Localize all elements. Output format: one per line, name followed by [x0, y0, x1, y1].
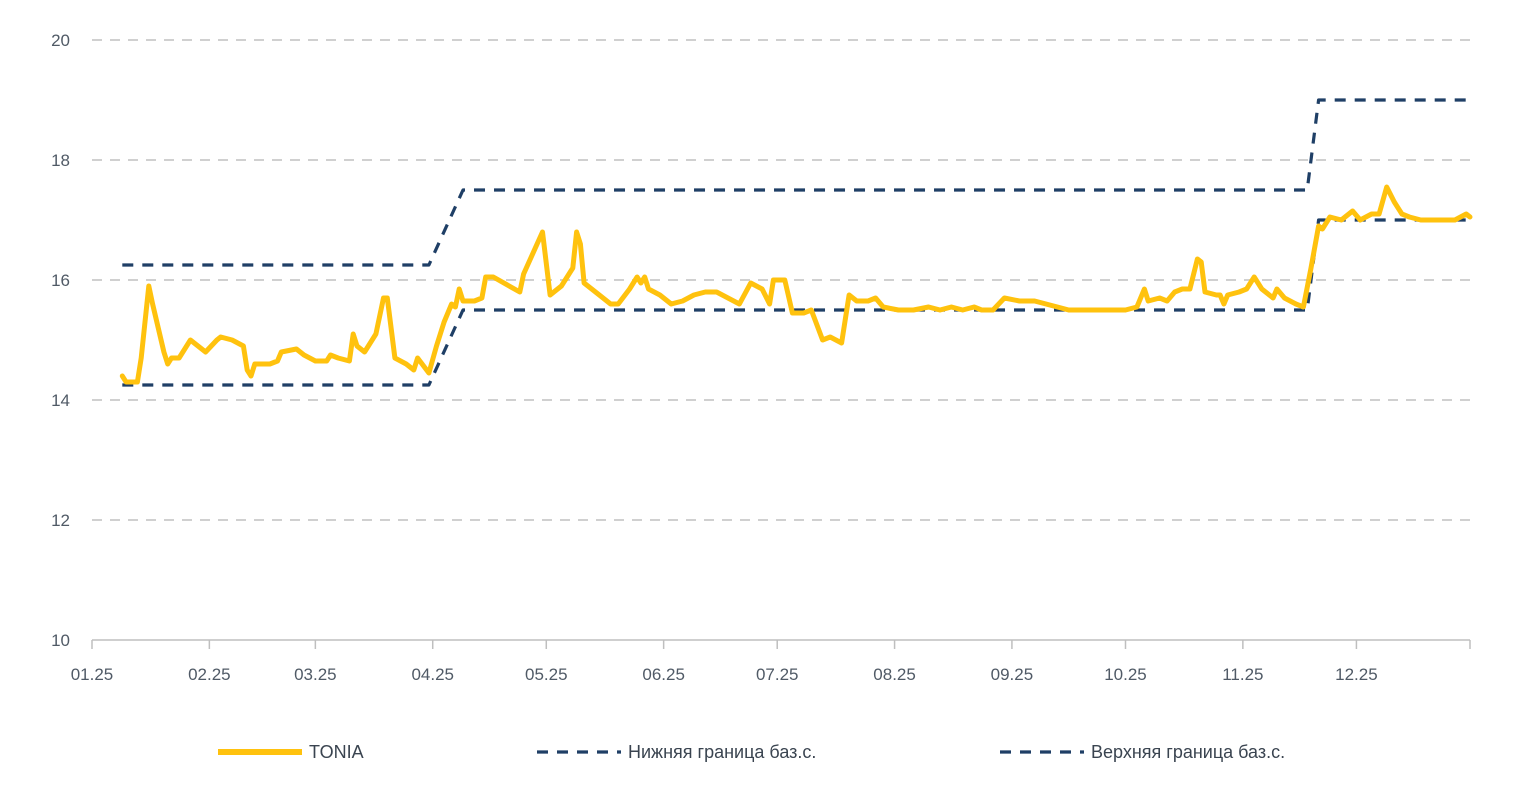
series-lines	[119, 98, 1473, 387]
legend-label-2: Верхняя граница баз.с.	[1091, 742, 1285, 762]
x-tick-label-03.25: 03.25	[294, 665, 337, 684]
legend: TONIA Нижняя граница баз.с. Верхняя границ…	[218, 742, 1285, 762]
legend-label-1: Нижняя граница баз.с.	[628, 742, 816, 762]
tick-labels: 10 12 14 16 18 20 01.25 02.25 03.25 04.25 05.25 06.…	[51, 31, 1378, 684]
x-tick-label-04.25: 04.25	[411, 665, 454, 684]
y-tick-label-10: 10	[51, 631, 70, 650]
y-tick-label-18: 18	[51, 151, 70, 170]
series-line-2	[122, 98, 1470, 267]
x-tick-label-10.25: 10.25	[1104, 665, 1147, 684]
x-tick-label-07.25: 07.25	[756, 665, 799, 684]
x-tick-label-02.25: 02.25	[188, 665, 231, 684]
series-line-0	[119, 184, 1473, 385]
x-tick-label-06.25: 06.25	[642, 665, 685, 684]
x-tick-label-11.25: 11.25	[1222, 665, 1263, 684]
x-tick-label-01.25: 01.25	[71, 665, 114, 684]
y-tick-label-16: 16	[51, 271, 70, 290]
y-tick-label-20: 20	[51, 31, 70, 50]
x-tick-label-05.25: 05.25	[525, 665, 568, 684]
x-tick-label-12.25: 12.25	[1335, 665, 1378, 684]
x-axis	[91, 639, 1471, 649]
legend-label-0: TONIA	[309, 742, 364, 762]
y-tick-label-12: 12	[51, 511, 70, 530]
x-tick-label-09.25: 09.25	[991, 665, 1034, 684]
y-tick-label-14: 14	[51, 391, 70, 410]
x-tick-label-08.25: 08.25	[873, 665, 916, 684]
